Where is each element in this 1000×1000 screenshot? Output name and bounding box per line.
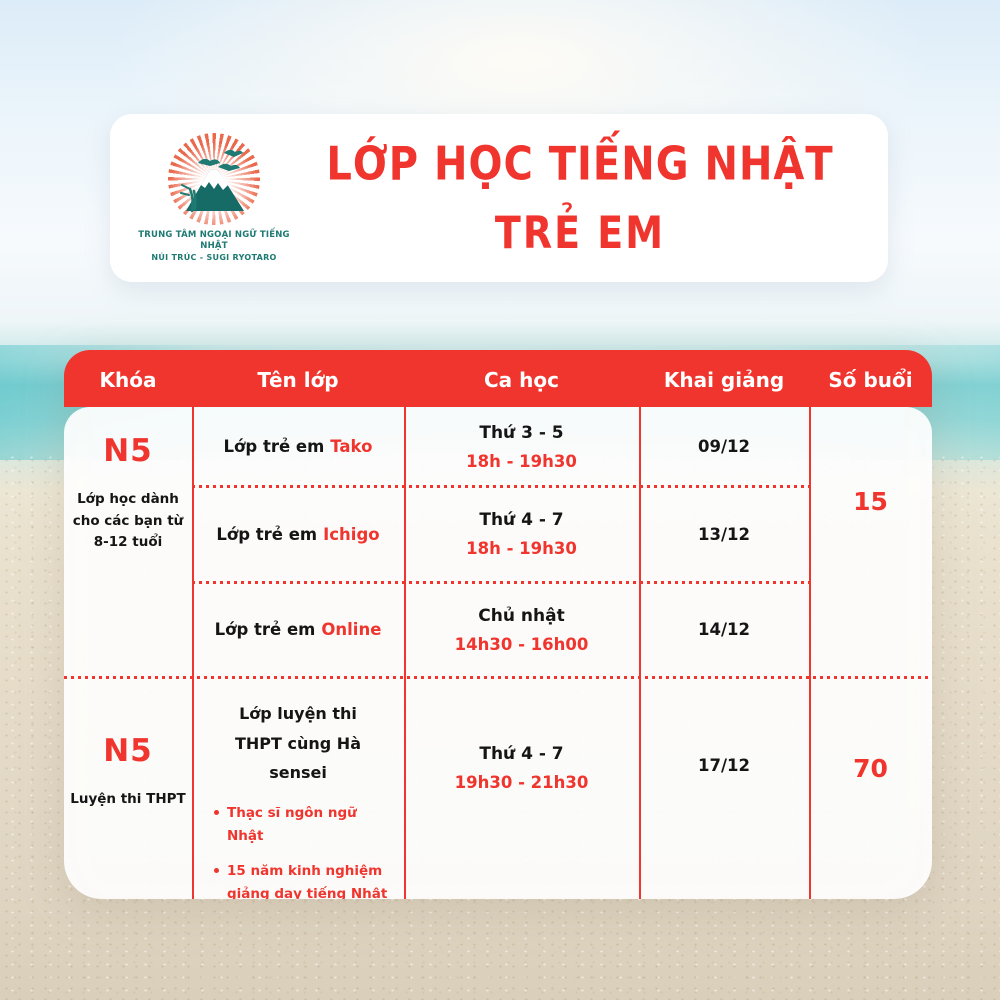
- schedule-cell: Thứ 4 - 7 19h30 - 21h30: [404, 677, 639, 899]
- row-divider-dotted: [192, 485, 809, 488]
- class-name-highlight: Online: [321, 620, 382, 639]
- class-name-cell: Lớp trẻ em Online: [192, 582, 404, 677]
- class-name-line-2: THPT cùng Hà sensei: [235, 733, 361, 783]
- teacher-credentials: Thạc sĩ ngôn ngữ Nhật 15 năm kinh nghiệm…: [204, 802, 392, 899]
- class-name-cell: Lớp trẻ em Ichigo: [192, 486, 404, 582]
- page-title: LỚP HỌC TIẾNG NHẬT TRẺ EM: [298, 138, 862, 259]
- header-khoa: Khóa: [99, 367, 157, 392]
- schedule-cell: Thứ 3 - 5 18h - 19h30: [404, 407, 639, 486]
- schedule-time: 18h - 19h30: [466, 451, 577, 471]
- start-date-cell: 09/12: [639, 407, 809, 486]
- logo-line-2: NÚI TRÚC - SUGI RYOTARO: [151, 252, 277, 262]
- title-line-1: LỚP HỌC TIẾNG NHẬT: [326, 137, 834, 192]
- bullet-dot-icon: [214, 809, 219, 815]
- course-level: N5: [103, 433, 153, 469]
- logo-text: TRUNG TÂM NGOẠI NGỮ TIẾNG NHẬT NÚI TRÚC …: [130, 230, 298, 264]
- column-divider: [809, 407, 811, 899]
- sessions-cell-thpt: 70: [809, 677, 932, 899]
- course-note: Lớp học dành cho các bạn từ 8-12 tuổi: [72, 491, 184, 551]
- course-cell-n5-kids: N5 Lớp học dành cho các bạn từ 8-12 tuổi: [64, 407, 192, 677]
- table-header-row: Khóa Tên lớp Ca học Khai giảng Số buổi: [64, 350, 932, 407]
- schedule-time: 14h30 - 16h00: [454, 634, 589, 654]
- sessions-count: 70: [853, 753, 888, 783]
- start-date-cell: 14/12: [639, 582, 809, 677]
- credential-text: 15 năm kinh nghiệm giảng dạy tiếng Nhật: [227, 862, 388, 899]
- course-level: N5: [103, 733, 153, 769]
- sessions-cell-kids: 15: [809, 407, 932, 677]
- header-card: TRUNG TÂM NGOẠI NGỮ TIẾNG NHẬT NÚI TRÚC …: [110, 114, 888, 282]
- bullet-dot-icon: [214, 867, 219, 873]
- column-divider: [192, 407, 194, 899]
- credential-text: Thạc sĩ ngôn ngữ Nhật: [227, 804, 357, 844]
- sessions-count: 15: [853, 487, 888, 516]
- schedule-days: Thứ 3 - 5: [479, 422, 564, 443]
- start-date-cell: 17/12: [639, 677, 809, 899]
- start-date-cell: 13/12: [639, 486, 809, 582]
- logo-line-1: TRUNG TÂM NGOẠI NGỮ TIẾNG NHẬT: [138, 229, 290, 252]
- header-so-buoi: Số buổi: [828, 367, 913, 392]
- schedule-days: Thứ 4 - 7: [479, 744, 564, 765]
- header-ten-lop: Tên lớp: [257, 367, 339, 392]
- column-divider: [639, 407, 641, 899]
- schedule-time: 19h30 - 21h30: [454, 773, 589, 793]
- class-name-prefix: Lớp trẻ em: [214, 620, 316, 639]
- schedule-cell: Thứ 4 - 7 18h - 19h30: [404, 486, 639, 582]
- group-divider-dotted: [64, 676, 932, 679]
- class-table: Khóa Tên lớp Ca học Khai giảng Số buổi N…: [64, 350, 932, 899]
- logo: TRUNG TÂM NGOẠI NGỮ TIẾNG NHẬT NÚI TRÚC …: [130, 132, 298, 264]
- class-name-cell: Lớp trẻ em Tako: [192, 407, 404, 486]
- course-note: Luyện thi THPT: [70, 791, 186, 807]
- sunrise-logo-icon: [168, 132, 260, 225]
- start-date: 09/12: [698, 437, 750, 456]
- title-line-2: TRẺ EM: [494, 207, 666, 259]
- start-date: 14/12: [698, 620, 750, 639]
- schedule-cell: Chủ nhật 14h30 - 16h00: [404, 582, 639, 677]
- class-name-cell: Lớp luyện thi THPT cùng Hà sensei Thạc s…: [192, 677, 404, 899]
- class-name-highlight: Tako: [330, 437, 373, 456]
- header-khai-giang: Khai giảng: [663, 367, 785, 392]
- row-divider-dotted: [192, 581, 809, 584]
- column-divider: [404, 407, 406, 899]
- course-cell-n5-thpt: N5 Luyện thi THPT: [64, 677, 192, 899]
- schedule-days: Chủ nhật: [478, 605, 565, 626]
- class-name-line-1: Lớp luyện thi: [239, 704, 357, 723]
- mountain-birds-icon: [180, 149, 244, 212]
- class-name-highlight: Ichigo: [323, 524, 380, 544]
- start-date: 13/12: [698, 524, 750, 544]
- credential-item: 15 năm kinh nghiệm giảng dạy tiếng Nhật: [204, 860, 392, 899]
- schedule-days: Thứ 4 - 7: [479, 510, 564, 530]
- class-name-prefix: Lớp trẻ em: [216, 524, 318, 544]
- class-name-prefix: Lớp trẻ em: [223, 437, 325, 456]
- credential-item: Thạc sĩ ngôn ngữ Nhật: [204, 802, 392, 848]
- table-body: N5 Lớp học dành cho các bạn từ 8-12 tuổi…: [64, 407, 932, 899]
- start-date: 17/12: [698, 755, 750, 775]
- header-ca-hoc: Ca học: [484, 367, 559, 392]
- schedule-time: 18h - 19h30: [466, 539, 577, 558]
